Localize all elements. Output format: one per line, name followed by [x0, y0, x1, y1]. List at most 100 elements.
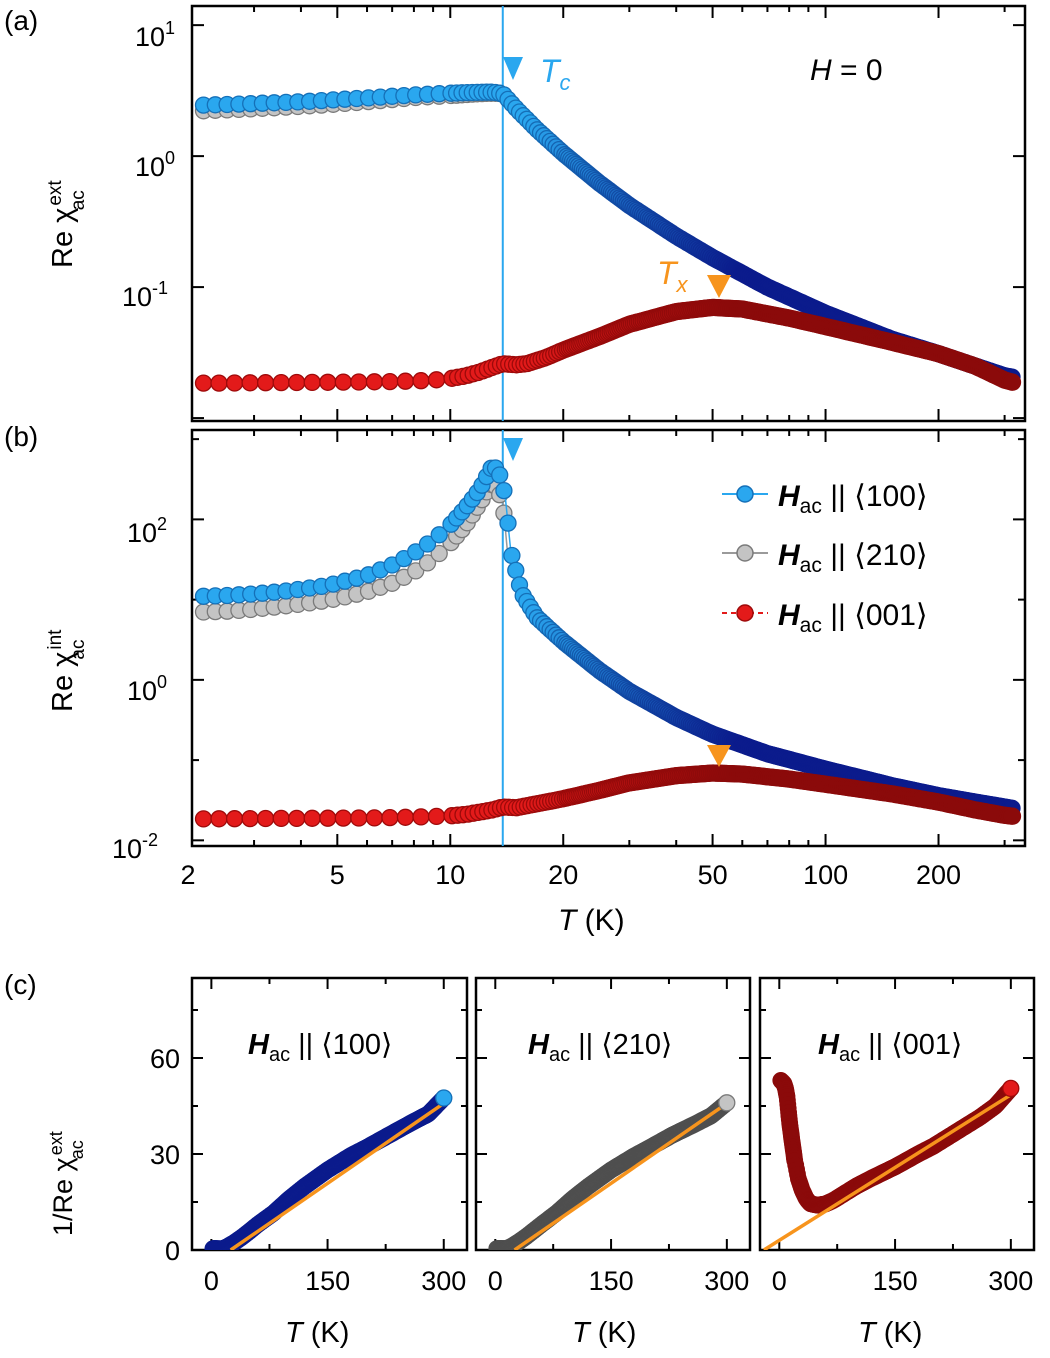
ytick-label-a-m1: 10-1 [122, 278, 168, 312]
ytick-label-b-0: 100 [127, 672, 167, 706]
x-tick-label: 0 [772, 1266, 787, 1296]
data-point [396, 372, 415, 390]
x-tick-label: 300 [988, 1266, 1033, 1296]
x-tick-label: 300 [704, 1266, 749, 1296]
data-point [319, 809, 337, 827]
x-tick-label: 20 [548, 860, 578, 890]
data-point [381, 372, 399, 391]
data-point [319, 373, 337, 391]
data-point [350, 809, 368, 827]
data-point [225, 810, 244, 828]
tx-label: Tx [657, 255, 689, 297]
x-tick-label: 300 [421, 1266, 466, 1296]
data-point [350, 373, 368, 391]
x-tick-label: 150 [305, 1266, 350, 1296]
data-point [407, 562, 425, 580]
data-point [491, 466, 509, 484]
data-point-end [718, 1094, 736, 1112]
panel-c-ylabel: 1/Re χextac [46, 1131, 87, 1236]
x-tick-label: 50 [698, 860, 728, 890]
panel-b-x-ticklabels: 2 5 10 20 50 100 200 [180, 860, 961, 890]
x-tick-label: 200 [916, 860, 961, 890]
data-point [418, 554, 437, 572]
data-point [334, 373, 352, 391]
data-point-end [435, 1089, 453, 1107]
data-point [210, 810, 228, 828]
panel-a-ylabel: Re χext ac [45, 180, 89, 268]
panel-c1-frame [190, 976, 469, 1252]
tx-arrow-b [707, 745, 731, 767]
panel-b-ticks [192, 430, 1025, 846]
field-annotation: H = 0 [810, 54, 883, 87]
data-point [418, 535, 437, 553]
panel-panel-c3-plot: 0 150 300 [760, 978, 1034, 1296]
panel-b-frame [190, 428, 1027, 848]
data-point [272, 809, 290, 828]
data-point [194, 810, 213, 828]
x-tick-label: 5 [330, 860, 345, 890]
panel-a-series [194, 83, 1022, 392]
legend-item-100: Hac || ⟨100⟩ [722, 480, 928, 518]
panel-c1-xlabel: T (K) [285, 1317, 349, 1349]
panel-b-ylabel: Re χint ac [45, 629, 89, 712]
data-point [256, 374, 275, 392]
x-tick-label: 150 [873, 1266, 918, 1296]
legend: Hac || ⟨100⟩ Hac || ⟨210⟩ Hac || ⟨001⟩ [722, 480, 928, 637]
x-tick-label: 0 [488, 1266, 503, 1296]
data-point [210, 374, 228, 392]
panel-a-frame [190, 4, 1027, 423]
curie-weiss-fit-line [762, 1093, 1012, 1250]
data-point [1003, 807, 1022, 825]
panel-a: 101 100 10-1 Re χext ac H = 0 Tc Tx [45, 4, 1027, 423]
series-line [203, 463, 1013, 810]
y-tick-label: 60 [150, 1044, 180, 1074]
legend-item-001: Hac || ⟨001⟩ [722, 599, 928, 637]
data-point [288, 373, 306, 392]
scatter-markers [488, 1094, 735, 1250]
x-tick-label: 100 [803, 860, 848, 890]
data-point [241, 374, 259, 392]
data-point [381, 808, 399, 827]
data-point [430, 526, 448, 544]
data-point [303, 373, 321, 392]
panel-a-ticks [192, 6, 1025, 421]
data-point [427, 371, 446, 389]
data-point [365, 373, 384, 391]
panel-label-c: (c) [4, 969, 37, 1000]
panel-c2-frame [474, 976, 752, 1252]
tc-label: Tc [540, 53, 571, 95]
data-point [427, 807, 446, 826]
curie-weiss-fit-line [229, 1102, 444, 1250]
panel-label-b: (b) [4, 421, 38, 452]
data-point [407, 543, 425, 561]
data-point [503, 546, 521, 565]
y-tick-label: 0 [165, 1236, 180, 1266]
panel-c3-frame [758, 976, 1036, 1252]
data-point [430, 544, 448, 563]
x-tick-label: 0 [204, 1266, 219, 1296]
panel-c3-xlabel: T (K) [858, 1317, 922, 1349]
data-point [396, 808, 415, 826]
panel-c3-title: Hac || ⟨001⟩ [818, 1029, 962, 1066]
data-point [272, 373, 290, 392]
panel-c1-title: Hac || ⟨100⟩ [248, 1029, 392, 1066]
panel-c: 0 150 300 0 30 60 0 150 300 0 150 300 1/Re χextac H… [46, 976, 1036, 1349]
data-point [288, 809, 306, 828]
x-tick-label: 10 [435, 860, 465, 890]
data-point [194, 374, 213, 392]
legend-item-210: Hac || ⟨210⟩ [722, 539, 928, 577]
panel-panel-c2-plot: 0 150 300 [476, 978, 750, 1296]
data-point [1003, 373, 1022, 391]
panel-b-y-ticklabels: 102 100 10-2 [112, 514, 167, 864]
panel-b-xlabel: T (K) [558, 904, 625, 937]
tx-arrow-a [707, 275, 731, 298]
x-tick-label: 150 [589, 1266, 634, 1296]
data-point [241, 809, 259, 828]
data-point [412, 808, 430, 826]
panel-c2-xlabel: T (K) [572, 1317, 636, 1349]
legend-label-100: Hac || ⟨100⟩ [778, 480, 928, 518]
panel-a-y-ticklabels: 101 100 10-1 [122, 18, 175, 312]
panel-c2-title: Hac || ⟨210⟩ [528, 1029, 672, 1066]
scatter-markers [204, 1089, 452, 1250]
